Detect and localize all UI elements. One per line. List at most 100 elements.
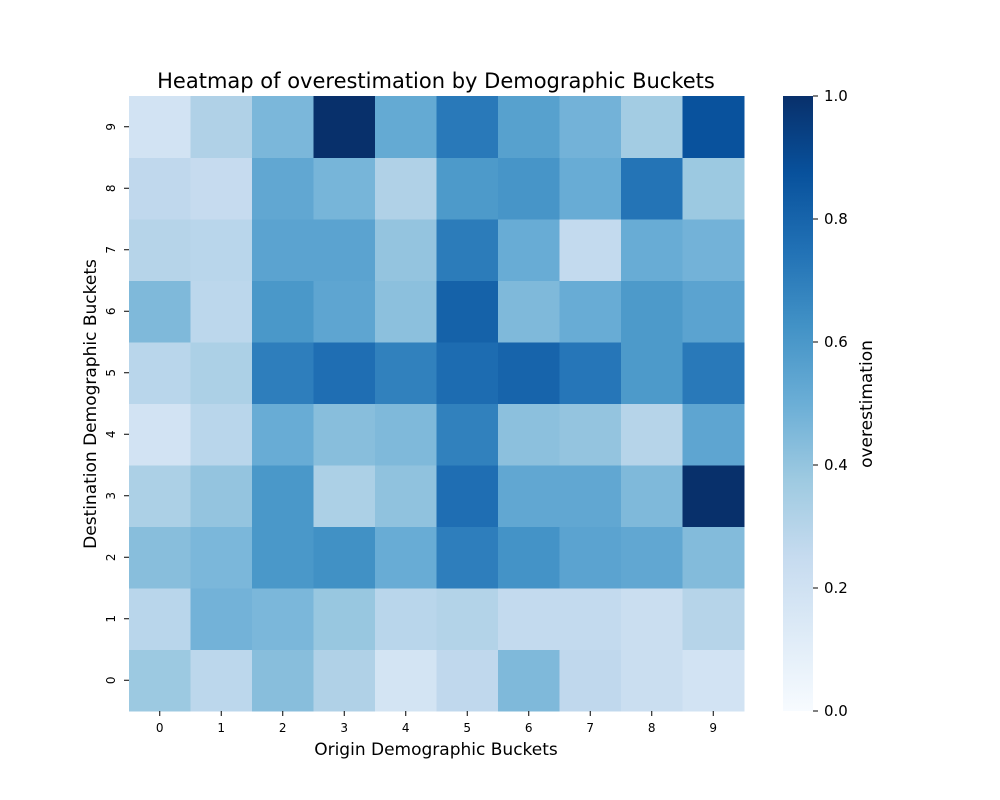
heatmap-cell bbox=[436, 342, 499, 404]
x-tick-label: 6 bbox=[525, 721, 533, 735]
heatmap-cell bbox=[559, 649, 622, 712]
heatmap-cell bbox=[498, 403, 560, 466]
y-tick-label: 3 bbox=[104, 492, 118, 500]
heatmap-cell bbox=[375, 649, 437, 712]
colorbar-tick-label: 0.6 bbox=[824, 333, 848, 351]
heatmap-cell bbox=[498, 96, 560, 158]
heatmap-cell bbox=[436, 526, 499, 589]
heatmap-cells bbox=[129, 96, 745, 712]
heatmap-cell bbox=[252, 465, 314, 527]
heatmap-cell bbox=[621, 219, 683, 281]
heatmap-cell bbox=[559, 342, 622, 404]
heatmap-cell bbox=[559, 157, 622, 220]
heatmap-cell bbox=[436, 157, 499, 220]
x-tick-label: 1 bbox=[217, 721, 225, 735]
heatmap-cell bbox=[559, 465, 622, 527]
heatmap-cell bbox=[559, 280, 622, 343]
heatmap-cell bbox=[375, 526, 437, 589]
heatmap-cell bbox=[682, 342, 745, 404]
heatmap-cell bbox=[559, 526, 622, 589]
heatmap-cell bbox=[621, 157, 683, 220]
x-tick-label: 2 bbox=[279, 721, 287, 735]
heatmap-cell bbox=[436, 96, 499, 158]
heatmap-cell bbox=[621, 96, 683, 158]
heatmap-cell bbox=[436, 403, 499, 466]
colorbar-tick-label: 1.0 bbox=[824, 87, 848, 105]
heatmap-cell bbox=[621, 588, 683, 650]
y-tick-label: 5 bbox=[104, 369, 118, 377]
heatmap-cell bbox=[313, 280, 376, 343]
x-tick-label: 8 bbox=[648, 721, 656, 735]
heatmap-cell bbox=[498, 342, 560, 404]
heatmap-cell bbox=[436, 649, 499, 712]
heatmap-cell bbox=[621, 465, 683, 527]
heatmap-cell bbox=[682, 403, 745, 466]
heatmap-cell bbox=[621, 649, 683, 712]
heatmap-cell bbox=[498, 588, 560, 650]
x-tick-label: 9 bbox=[709, 721, 717, 735]
heatmap-cell bbox=[313, 219, 376, 281]
heatmap-cell bbox=[498, 157, 560, 220]
heatmap-cell bbox=[252, 342, 314, 404]
heatmap-cell bbox=[621, 526, 683, 589]
heatmap-cell bbox=[559, 219, 622, 281]
heatmap-cell bbox=[682, 526, 745, 589]
colorbar-tick-label: 0.2 bbox=[824, 579, 848, 597]
heatmap-cell bbox=[190, 342, 253, 404]
heatmap-cell bbox=[190, 649, 253, 712]
colorbar-tick-label: 0.4 bbox=[824, 456, 848, 474]
heatmap-cell bbox=[436, 280, 499, 343]
heatmap-cell bbox=[498, 465, 560, 527]
heatmap-cell bbox=[375, 403, 437, 466]
heatmap-cell bbox=[559, 96, 622, 158]
heatmap-cell bbox=[682, 157, 745, 220]
heatmap-cell bbox=[252, 219, 314, 281]
heatmap-cell bbox=[129, 588, 191, 650]
y-tick-label: 4 bbox=[104, 430, 118, 438]
y-axis: 0 1 2 3 4 5 6 7 8 9 bbox=[104, 123, 129, 684]
heatmap-cell bbox=[129, 649, 191, 712]
colorbar-tick-label: 0.8 bbox=[824, 210, 848, 228]
heatmap-cell bbox=[252, 588, 314, 650]
heatmap-cell bbox=[375, 96, 437, 158]
heatmap-cell bbox=[129, 280, 191, 343]
heatmap-cell bbox=[313, 96, 376, 158]
heatmap-cell bbox=[190, 157, 253, 220]
heatmap-cell bbox=[682, 280, 745, 343]
heatmap-cell bbox=[129, 526, 191, 589]
heatmap-cell bbox=[682, 465, 745, 527]
heatmap-cell bbox=[190, 96, 253, 158]
colorbar-gradient bbox=[783, 96, 813, 711]
heatmap-cell bbox=[375, 219, 437, 281]
heatmap-cell bbox=[375, 280, 437, 343]
heatmap-cell bbox=[129, 342, 191, 404]
heatmap-cell bbox=[682, 96, 745, 158]
heatmap-cell bbox=[682, 588, 745, 650]
heatmap-cell bbox=[375, 588, 437, 650]
heatmap-cell bbox=[498, 526, 560, 589]
x-tick-label: 0 bbox=[156, 721, 164, 735]
heatmap-cell bbox=[436, 219, 499, 281]
heatmap-cell bbox=[129, 219, 191, 281]
colorbar-ticks: 0.0 0.2 0.4 0.6 0.8 1.0 bbox=[813, 87, 848, 720]
heatmap-cell bbox=[621, 280, 683, 343]
heatmap-cell bbox=[313, 526, 376, 589]
x-tick-label: 7 bbox=[586, 721, 594, 735]
y-tick-label: 7 bbox=[104, 246, 118, 254]
heatmap-cell bbox=[436, 465, 499, 527]
y-tick-label: 6 bbox=[104, 307, 118, 315]
heatmap-cell bbox=[559, 403, 622, 466]
y-tick-label: 0 bbox=[104, 676, 118, 684]
y-tick-label: 9 bbox=[104, 123, 118, 131]
heatmap-cell bbox=[313, 157, 376, 220]
x-axis: 0 1 2 3 4 5 6 7 8 9 bbox=[156, 711, 717, 735]
heatmap-cell bbox=[621, 342, 683, 404]
heatmap-cell bbox=[129, 96, 191, 158]
x-tick-label: 3 bbox=[340, 721, 348, 735]
heatmap-cell bbox=[559, 588, 622, 650]
y-tick-label: 8 bbox=[104, 184, 118, 192]
heatmap-cell bbox=[190, 465, 253, 527]
heatmap-cell bbox=[252, 649, 314, 712]
colorbar-tick-label: 0.0 bbox=[824, 702, 848, 720]
